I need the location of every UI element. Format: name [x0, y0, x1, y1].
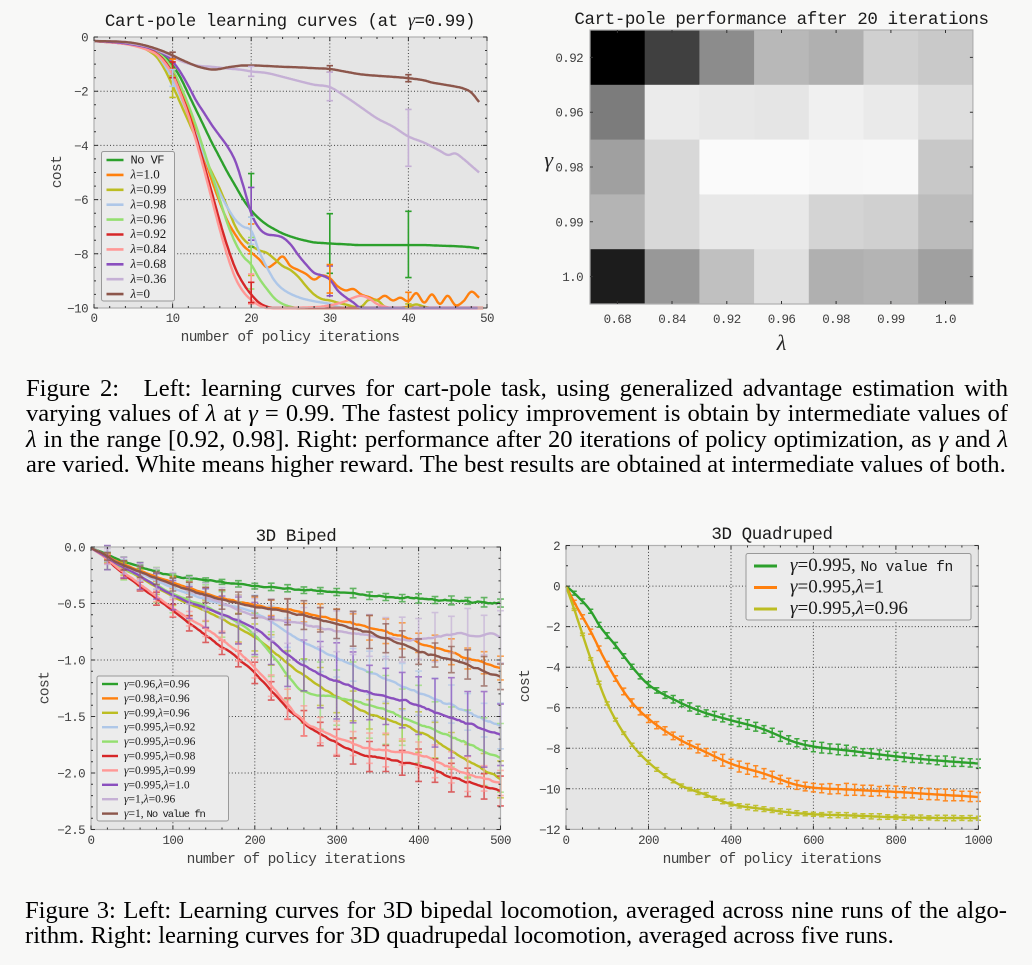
svg-text:γ=0.995,λ=1: γ=0.995,λ=1	[790, 577, 884, 598]
svg-text:−8: −8	[546, 743, 560, 757]
svg-text:200: 200	[638, 834, 659, 848]
svg-text:number of policy iterations: number of policy iterations	[663, 852, 882, 868]
svg-text:γ=0.96,λ=0.96: γ=0.96,λ=0.96	[124, 679, 190, 691]
svg-text:−8: −8	[74, 248, 88, 262]
svg-text:λ=0: λ=0	[130, 286, 150, 301]
svg-text:1000: 1000	[965, 834, 993, 848]
svg-text:γ=0.995,λ=0.98: γ=0.995,λ=0.98	[124, 751, 196, 763]
svg-text:cost: cost	[50, 156, 66, 188]
svg-text:γ=0.995,λ=1.0: γ=0.995,λ=1.0	[124, 779, 190, 791]
svg-text:20: 20	[244, 312, 258, 326]
svg-text:2: 2	[553, 540, 560, 554]
svg-text:λ=0.84: λ=0.84	[130, 241, 167, 256]
svg-text:γ=1, No value fn: γ=1, No value fn	[124, 808, 206, 821]
svg-text:cost: cost	[38, 672, 54, 704]
svg-text:0: 0	[553, 581, 560, 595]
svg-text:30: 30	[323, 312, 337, 326]
svg-text:40: 40	[401, 312, 415, 326]
svg-text:0.92: 0.92	[555, 52, 583, 66]
svg-text:γ=1,λ=0.96: γ=1,λ=0.96	[124, 794, 176, 806]
svg-text:λ=0.96: λ=0.96	[130, 211, 167, 226]
svg-text:400: 400	[721, 834, 742, 848]
svg-text:λ=0.98: λ=0.98	[130, 196, 167, 211]
svg-text:No VF: No VF	[131, 154, 165, 168]
svg-text:γ=0.98,λ=0.96: γ=0.98,λ=0.96	[124, 693, 190, 705]
svg-text:γ=0.995,λ=0.99: γ=0.995,λ=0.99	[124, 765, 196, 777]
svg-text:600: 600	[803, 834, 824, 848]
svg-text:300: 300	[326, 834, 347, 848]
svg-text:−1.0: −1.0	[57, 655, 85, 669]
svg-text:λ=1.0: λ=1.0	[130, 167, 160, 182]
svg-text:−10: −10	[67, 303, 88, 317]
svg-text:0: 0	[563, 834, 570, 848]
svg-text:0.0: 0.0	[64, 542, 85, 556]
svg-text:0: 0	[88, 834, 95, 848]
svg-text:λ=0.99: λ=0.99	[130, 182, 167, 197]
svg-text:0.98: 0.98	[555, 162, 583, 176]
svg-text:−6: −6	[546, 702, 560, 716]
svg-text:3D Quadruped: 3D Quadruped	[711, 525, 832, 545]
svg-text:Cart-pole learning curves (at: Cart-pole learning curves (at γ=0.99)	[105, 10, 475, 32]
svg-text:−2.0: −2.0	[57, 768, 85, 782]
svg-text:1.0: 1.0	[935, 313, 956, 327]
svg-text:Cart-pole performance after 20: Cart-pole performance after 20 iteration…	[574, 10, 988, 30]
svg-text:−12: −12	[539, 824, 560, 838]
svg-text:−0.5: −0.5	[57, 598, 85, 612]
svg-text:λ=0.92: λ=0.92	[130, 226, 167, 241]
svg-text:0.98: 0.98	[822, 313, 850, 327]
svg-text:3D Biped: 3D Biped	[256, 527, 337, 547]
svg-text:γ: γ	[544, 147, 554, 172]
svg-text:200: 200	[244, 834, 265, 848]
svg-text:γ=0.995,λ=0.96: γ=0.995,λ=0.96	[790, 598, 908, 619]
svg-text:γ=0.995,λ=0.96: γ=0.995,λ=0.96	[124, 736, 196, 748]
svg-text:0.96: 0.96	[768, 313, 796, 327]
svg-text:−2: −2	[74, 86, 88, 100]
svg-text:λ=0.68: λ=0.68	[130, 256, 167, 271]
svg-text:γ=0.995,λ=0.92: γ=0.995,λ=0.92	[124, 722, 196, 734]
svg-text:−6: −6	[74, 194, 88, 208]
svg-text:100: 100	[163, 834, 184, 848]
svg-text:1.0: 1.0	[562, 271, 583, 285]
svg-text:λ=0.36: λ=0.36	[130, 271, 167, 286]
svg-text:0.92: 0.92	[713, 313, 741, 327]
svg-text:γ=0.995, No value fn: γ=0.995, No value fn	[790, 555, 953, 576]
svg-text:10: 10	[166, 312, 180, 326]
svg-text:500: 500	[490, 834, 511, 848]
svg-text:−2: −2	[546, 621, 560, 635]
svg-text:γ=0.99,λ=0.96: γ=0.99,λ=0.96	[124, 707, 190, 719]
svg-text:−2.5: −2.5	[57, 824, 85, 838]
svg-text:−1.5: −1.5	[57, 711, 85, 725]
svg-text:0.68: 0.68	[604, 313, 632, 327]
svg-text:400: 400	[408, 834, 429, 848]
svg-text:−4: −4	[74, 140, 88, 154]
svg-text:−10: −10	[539, 783, 560, 797]
svg-text:0.84: 0.84	[658, 313, 686, 327]
svg-text:0.99: 0.99	[877, 313, 905, 327]
svg-text:0.99: 0.99	[555, 216, 583, 230]
svg-text:0: 0	[81, 32, 88, 46]
svg-text:−4: −4	[546, 662, 560, 676]
svg-text:λ: λ	[776, 330, 787, 355]
svg-text:number of policy iterations: number of policy iterations	[181, 330, 400, 346]
svg-text:cost: cost	[518, 670, 534, 702]
svg-text:50: 50	[480, 312, 494, 326]
svg-text:800: 800	[886, 834, 907, 848]
svg-text:0: 0	[91, 312, 98, 326]
svg-text:number of policy iterations: number of policy iterations	[187, 852, 406, 868]
svg-text:0.96: 0.96	[555, 107, 583, 121]
